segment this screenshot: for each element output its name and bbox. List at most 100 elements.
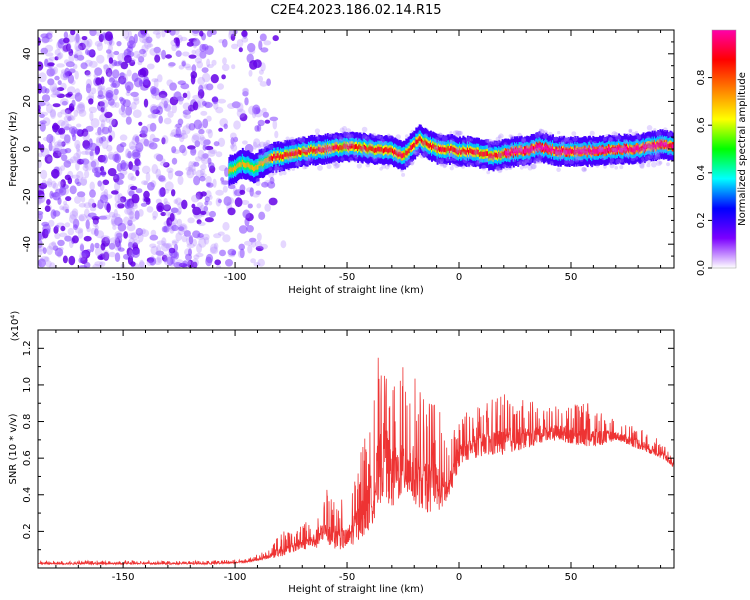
heatmap-cell	[117, 53, 126, 62]
heatmap-ridge-cell	[300, 150, 302, 156]
heatmap-ridge-cell	[481, 151, 484, 157]
heatmap-halo-cell	[639, 147, 645, 153]
heatmap-cell	[95, 230, 105, 239]
heatmap-cell	[38, 105, 41, 111]
heatmap-halo-cell	[487, 138, 493, 145]
heatmap-cell	[255, 245, 264, 252]
heatmap-halo-cell	[264, 158, 271, 165]
heatmap-cell	[156, 202, 165, 213]
heatmap-cell	[138, 56, 145, 63]
heatmap-halo-cell	[664, 147, 669, 152]
heatmap-cell	[187, 164, 196, 173]
heatmap-ridge-cell	[632, 147, 635, 153]
heatmap-cell	[56, 53, 62, 60]
heatmap-halo-cell	[579, 147, 585, 153]
heatmap-cell	[188, 38, 197, 43]
heatmap-ridge-cell	[642, 144, 645, 150]
heatmap-ridge-cell	[530, 145, 533, 151]
heatmap-halo-cell	[667, 131, 673, 137]
heatmap-ridge-cell	[319, 147, 321, 152]
heatmap-ridge-cell	[325, 147, 328, 153]
heatmap-ridge-cell	[291, 151, 294, 157]
heatmap-ridge-cell	[500, 153, 503, 158]
heatmap-halo-cell	[341, 130, 345, 134]
heatmap-halo-cell	[487, 147, 492, 152]
heatmap-halo-cell	[589, 130, 595, 136]
heatmap-halo-cell	[348, 133, 354, 140]
heatmap-noise-cells	[38, 30, 287, 268]
heatmap-cell	[199, 175, 206, 182]
heatmap-cell	[190, 74, 196, 85]
heatmap-cell	[99, 87, 106, 97]
heatmap-cell	[95, 77, 103, 86]
heatmap-ridge-cell	[539, 144, 542, 150]
heatmap-halo-cell	[438, 140, 445, 147]
heatmap-halo-cell	[537, 153, 544, 160]
heatmap-cell	[198, 221, 206, 226]
heatmap-cell	[191, 49, 197, 55]
heatmap-cell	[229, 144, 235, 150]
heatmap-cell	[207, 162, 215, 169]
heatmap-halo-cell	[486, 144, 492, 149]
heatmap-cell	[125, 106, 133, 116]
heatmap-cell	[80, 62, 88, 70]
heatmap-halo-cell	[452, 156, 458, 162]
heatmap-halo-cell	[354, 137, 360, 142]
heatmap-halo-cell	[636, 161, 640, 165]
heatmap-cell	[203, 139, 211, 146]
colorbar-tick-label: 0.8	[696, 70, 707, 86]
heatmap-cell	[204, 45, 214, 55]
heatmap-halo-cell	[305, 160, 310, 165]
heatmap-halo-cell	[519, 142, 525, 148]
heatmap-halo-cell	[634, 130, 639, 135]
heatmap-cell	[177, 207, 182, 215]
heatmap-halo-cell	[527, 165, 533, 171]
heatmap-cell	[127, 30, 132, 37]
heatmap-halo-cell	[301, 146, 307, 153]
heatmap-cell	[78, 103, 85, 109]
heatmap-ridge-cell	[518, 148, 521, 153]
heatmap-cell	[97, 126, 102, 136]
heatmap-halo-cell	[384, 164, 390, 170]
heatmap-cell	[199, 51, 207, 59]
heatmap-cell	[212, 178, 217, 188]
heatmap-cell	[100, 76, 105, 85]
heatmap-cell	[163, 201, 171, 211]
heatmap-cell	[95, 31, 102, 36]
heatmap-cell	[114, 232, 122, 242]
heatmap-cell	[62, 139, 71, 145]
heatmap-halo-cell	[263, 143, 268, 149]
heatmap-cell	[181, 61, 186, 67]
heatmap-halo-cell	[495, 141, 500, 146]
heatmap-ridge-cell	[603, 149, 606, 154]
heatmap-cell	[147, 182, 155, 191]
heatmap-halo-cell	[410, 129, 415, 134]
heatmap-cell	[164, 188, 170, 194]
heatmap-cell	[64, 222, 71, 228]
heatmap-cell	[139, 138, 148, 144]
heatmap-cell	[236, 39, 244, 48]
heatmap-halo-cell	[346, 140, 352, 147]
heatmap-ridge-cell	[488, 153, 491, 159]
heatmap-cell	[266, 78, 271, 86]
heatmap-cell	[54, 224, 60, 230]
heatmap-cell	[67, 74, 75, 84]
heatmap-ridge-cell	[362, 144, 365, 150]
heatmap-ridge-cell	[584, 148, 587, 153]
heatmap-ridge-cell	[478, 149, 480, 155]
heatmap-ridge-cell	[497, 153, 500, 159]
heatmap-halo-cell	[343, 140, 347, 144]
heatmap-cell	[100, 136, 107, 142]
heatmap-halo-cell	[563, 136, 570, 143]
heatmap-cell	[205, 182, 211, 187]
heatmap-cell	[57, 139, 63, 147]
heatmap-cell	[251, 108, 257, 119]
heatmap-halo-cell	[291, 141, 296, 147]
heatmap-ridge-cell	[405, 150, 408, 156]
heatmap-ridge-cell	[618, 145, 620, 151]
colorbar-label: Normalized spectral amplitude	[737, 72, 748, 226]
heatmap-cell	[198, 129, 205, 135]
heatmap-cell	[192, 230, 201, 239]
heatmap-cell	[199, 30, 204, 37]
heatmap-cell	[242, 91, 249, 97]
